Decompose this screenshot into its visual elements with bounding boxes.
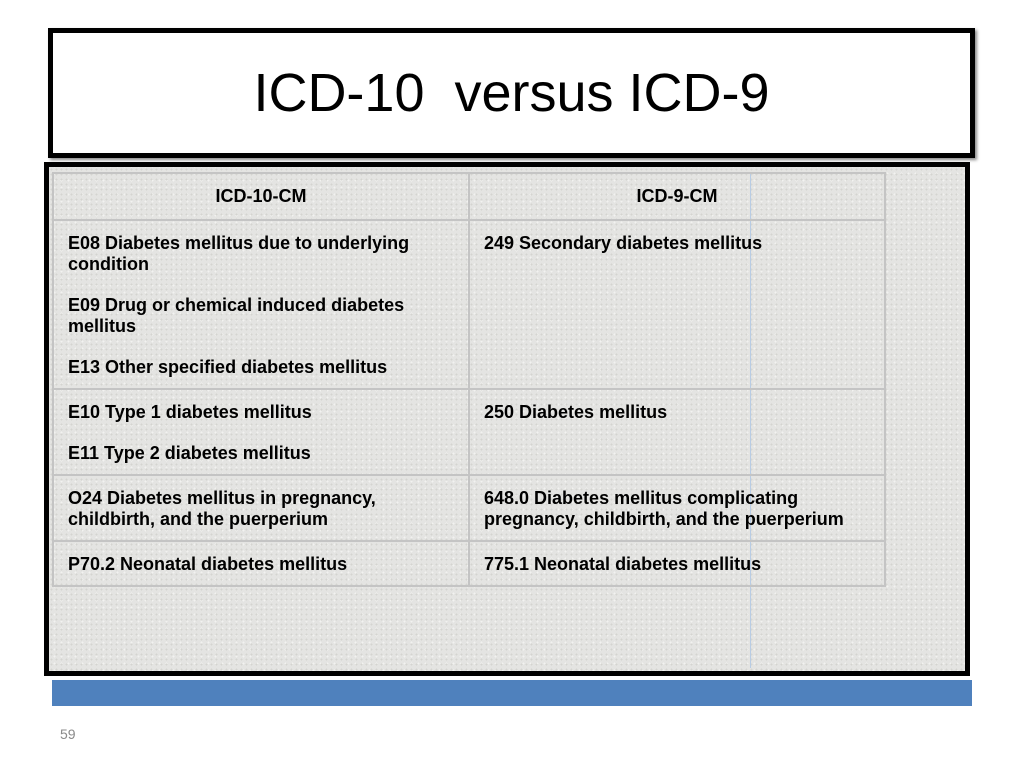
table-cell: 648.0 Diabetes mellitus complicating pre… xyxy=(468,474,886,542)
cell-entry: 648.0 Diabetes mellitus complicating pre… xyxy=(484,488,844,529)
table-row: E08 Diabetes mellitus due to underlying … xyxy=(52,219,886,390)
header-row: ICD-10-CM ICD-9-CM xyxy=(52,172,886,221)
cell-entry: O24 Diabetes mellitus in pregnancy, chil… xyxy=(68,488,376,529)
table-row: P70.2 Neonatal diabetes mellitus 775.1 Ne… xyxy=(52,540,886,587)
cell-entry: E10 Type 1 diabetes mellitus xyxy=(68,402,312,422)
title-box: ICD-10 versus ICD-9 xyxy=(48,28,975,158)
cell-entry: E09 Drug or chemical induced diabetes me… xyxy=(68,295,405,336)
table-cell: E08 Diabetes mellitus due to underlying … xyxy=(52,219,470,390)
table-row: E10 Type 1 diabetes mellitus E11 Type 2 d… xyxy=(52,388,886,476)
table-cell: O24 Diabetes mellitus in pregnancy, chil… xyxy=(52,474,470,542)
table-cell: E10 Type 1 diabetes mellitus E11 Type 2 d… xyxy=(52,388,470,476)
table-cell: 250 Diabetes mellitus xyxy=(468,388,886,476)
cell-entry: E08 Diabetes mellitus due to underlying … xyxy=(68,233,410,274)
table-cell: P70.2 Neonatal diabetes mellitus xyxy=(52,540,470,587)
slide-title: ICD-10 versus ICD-9 xyxy=(253,63,770,123)
cell-entry: 250 Diabetes mellitus xyxy=(484,402,668,422)
header-cell: ICD-9-CM xyxy=(468,172,886,221)
table-cell: 775.1 Neonatal diabetes mellitus xyxy=(468,540,886,587)
cell-entry: 775.1 Neonatal diabetes mellitus xyxy=(484,554,762,574)
comparison-table: ICD-10-CM ICD-9-CM E08 Diabetes mellitus … xyxy=(52,172,886,587)
table-cell: 249 Secondary diabetes mellitus xyxy=(468,219,886,390)
header-cell: ICD-10-CM xyxy=(52,172,470,221)
cell-entry: P70.2 Neonatal diabetes mellitus xyxy=(68,554,348,574)
cell-entry: 249 Secondary diabetes mellitus xyxy=(484,233,763,253)
page-number: 59 xyxy=(60,726,76,742)
cell-entry: E13 Other specified diabetes mellitus xyxy=(68,357,388,377)
footer-bar xyxy=(52,680,972,706)
cell-entry: E11 Type 2 diabetes mellitus xyxy=(68,443,311,463)
table-row: O24 Diabetes mellitus in pregnancy, chil… xyxy=(52,474,886,542)
